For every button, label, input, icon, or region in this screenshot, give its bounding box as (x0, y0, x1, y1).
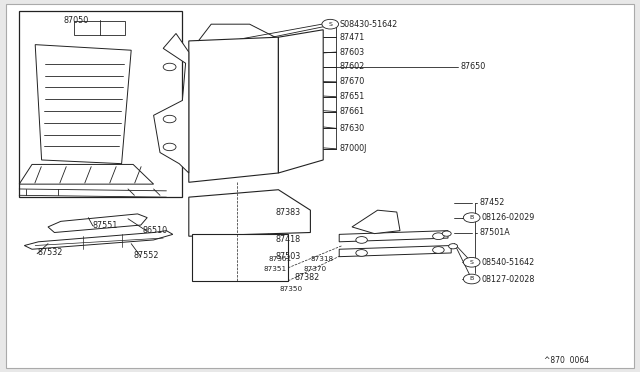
Circle shape (463, 213, 480, 222)
Text: 87318: 87318 (310, 256, 333, 262)
Polygon shape (352, 210, 400, 234)
Circle shape (163, 143, 176, 151)
Text: 08126-02029: 08126-02029 (481, 213, 534, 222)
Bar (19, 11, 182, 197)
Text: 87361: 87361 (269, 256, 292, 262)
Text: 87532: 87532 (37, 248, 63, 257)
Circle shape (163, 63, 176, 71)
Bar (74, 21, 125, 35)
Polygon shape (339, 231, 448, 242)
Text: 87551: 87551 (93, 221, 118, 230)
Text: 87552: 87552 (133, 251, 159, 260)
Text: S08430-51642: S08430-51642 (339, 20, 397, 29)
Text: 87651: 87651 (339, 92, 364, 101)
Text: 87382: 87382 (294, 273, 319, 282)
Circle shape (442, 231, 451, 236)
Text: 87650: 87650 (461, 62, 486, 71)
Circle shape (433, 247, 444, 253)
Text: 08540-51642: 08540-51642 (481, 258, 534, 267)
Text: 87501A: 87501A (480, 228, 511, 237)
Text: 87350: 87350 (280, 286, 303, 292)
Polygon shape (154, 33, 189, 173)
Text: B: B (470, 276, 474, 282)
Polygon shape (189, 37, 278, 182)
Circle shape (322, 19, 339, 29)
Polygon shape (278, 30, 323, 173)
Text: 87000J: 87000J (339, 144, 367, 153)
Circle shape (163, 115, 176, 123)
Circle shape (356, 237, 367, 243)
Text: 08127-02028: 08127-02028 (481, 275, 534, 283)
Text: 87602: 87602 (339, 62, 364, 71)
Text: 87050: 87050 (64, 16, 89, 25)
Text: 87670: 87670 (339, 77, 364, 86)
Text: 87418: 87418 (275, 235, 300, 244)
Polygon shape (189, 190, 310, 236)
Text: 87452: 87452 (480, 198, 506, 207)
Circle shape (433, 233, 444, 240)
Text: B: B (470, 215, 474, 220)
Circle shape (463, 257, 480, 267)
Text: 87383: 87383 (275, 208, 300, 217)
Circle shape (449, 244, 458, 249)
Circle shape (356, 250, 367, 256)
Text: ^870  0064: ^870 0064 (544, 356, 589, 365)
Text: S: S (328, 22, 332, 27)
Text: 87351: 87351 (264, 266, 287, 272)
Text: 87471: 87471 (339, 33, 364, 42)
Text: 86510: 86510 (142, 226, 167, 235)
Text: 87503: 87503 (275, 252, 300, 261)
Text: S: S (470, 260, 474, 265)
Polygon shape (339, 246, 451, 257)
Text: 87370: 87370 (304, 266, 327, 272)
Text: 87661: 87661 (339, 107, 364, 116)
Circle shape (463, 274, 480, 284)
Text: 87603: 87603 (339, 48, 364, 57)
Text: 87630: 87630 (339, 124, 364, 133)
Bar (192, 234, 288, 281)
